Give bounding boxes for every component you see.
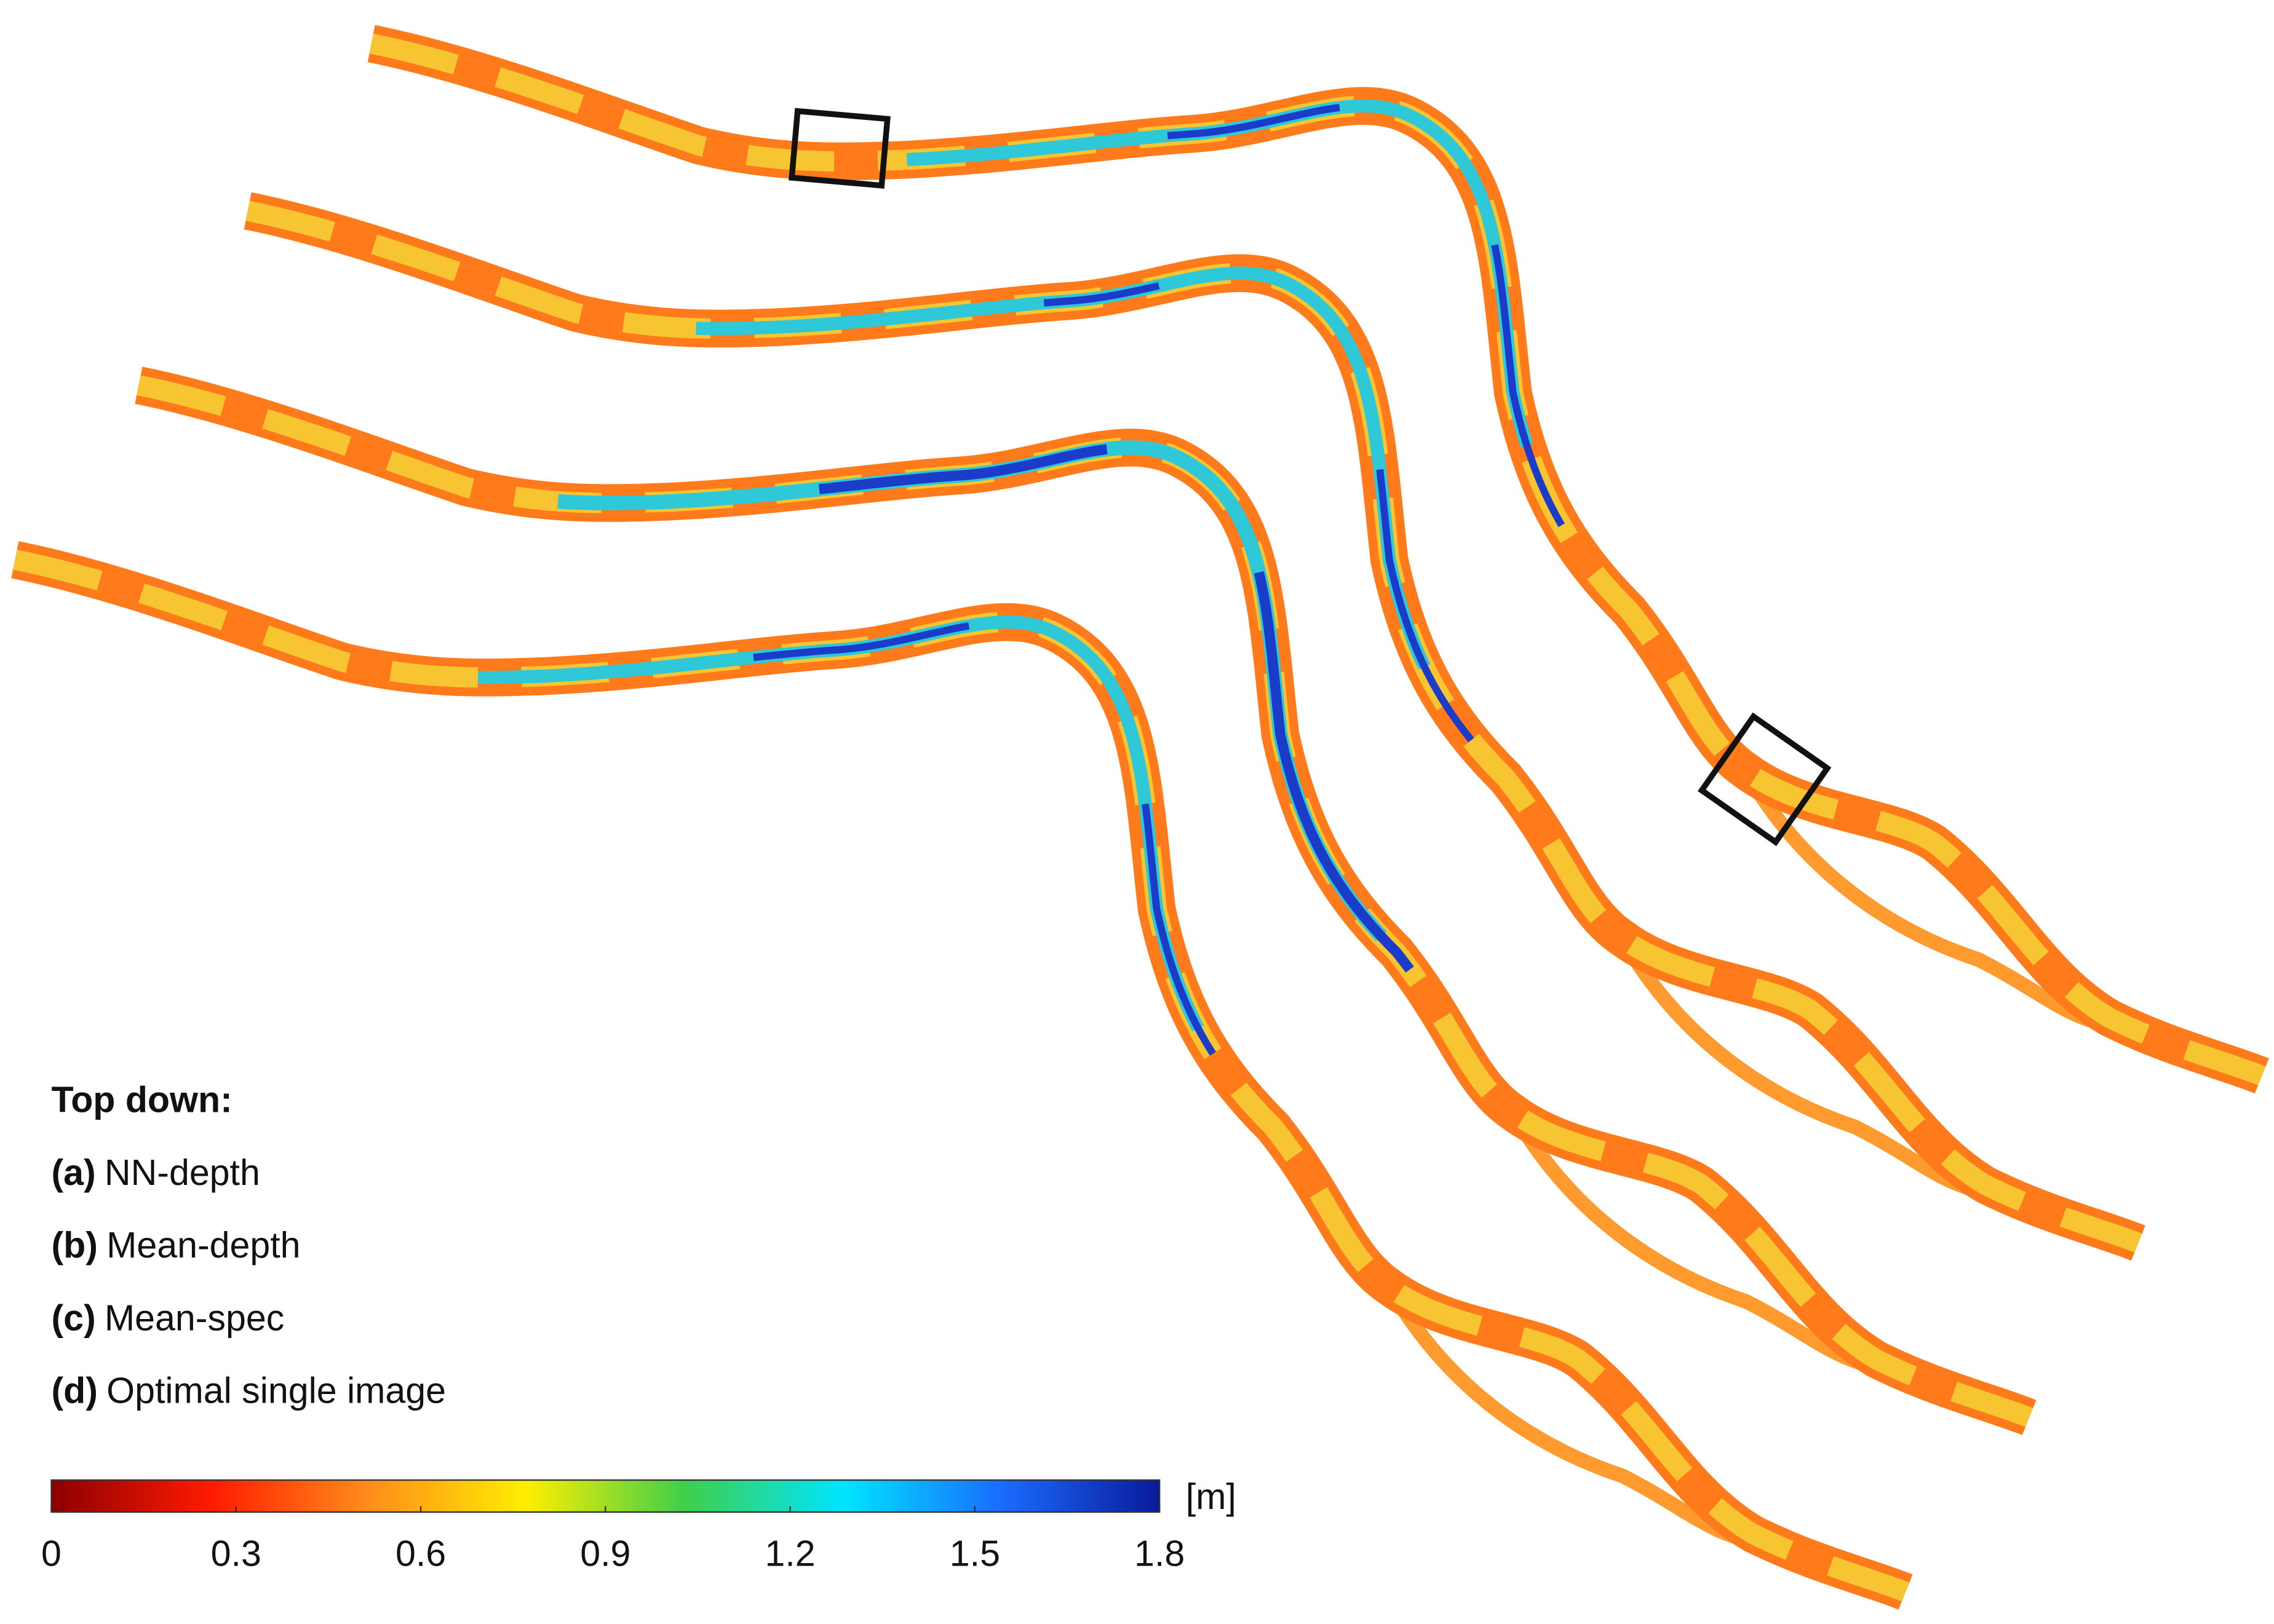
river-body bbox=[372, 44, 2262, 1076]
colorbar: [m] 0 0.3 0.6 0.9 1.2 1.5 1.8 bbox=[41, 1476, 1236, 1574]
tick-label: 0.6 bbox=[396, 1532, 446, 1574]
river-b bbox=[248, 211, 2139, 1243]
river-c bbox=[138, 386, 2029, 1418]
river-a bbox=[372, 44, 2262, 1076]
legend-item: (c) Mean-spec bbox=[51, 1297, 284, 1338]
tick-label: 0.9 bbox=[580, 1532, 630, 1574]
river-body bbox=[15, 560, 1906, 1592]
tick-label: 1.5 bbox=[950, 1532, 1000, 1574]
tick-label: 0 bbox=[41, 1532, 62, 1574]
river-shallow bbox=[15, 560, 1906, 1592]
river-d bbox=[15, 560, 1906, 1592]
legend-label: (a) bbox=[51, 1152, 95, 1193]
river-deep bbox=[248, 211, 2139, 1243]
legend-text: Optimal single image bbox=[106, 1370, 446, 1411]
legend: Top down: (a) NN-depth(b) Mean-depth(c) Mea… bbox=[51, 1079, 445, 1411]
river-deep bbox=[372, 44, 2262, 1076]
river-deepest bbox=[372, 44, 2262, 1076]
legend-label: (d) bbox=[51, 1370, 97, 1411]
river-body bbox=[138, 386, 2029, 1418]
zoom-box bbox=[1698, 712, 1832, 846]
river-shallow bbox=[248, 211, 2139, 1243]
river-body bbox=[248, 211, 2139, 1243]
legend-label: (c) bbox=[51, 1297, 95, 1338]
zoom-box bbox=[789, 108, 891, 189]
legend-text: NN-depth bbox=[105, 1152, 260, 1193]
tick-label: 1.8 bbox=[1134, 1532, 1185, 1574]
river-shallow bbox=[138, 386, 2029, 1418]
river-shallow bbox=[372, 44, 2262, 1076]
river-deep bbox=[15, 560, 1906, 1592]
river-deepest bbox=[248, 211, 2139, 1243]
tick-label: 1.2 bbox=[765, 1532, 816, 1574]
legend-label: (b) bbox=[51, 1224, 97, 1266]
river-deep bbox=[138, 386, 2029, 1418]
rivers bbox=[15, 44, 2262, 1592]
river-deepest bbox=[138, 386, 2029, 1418]
legend-title: Top down: bbox=[51, 1079, 232, 1120]
tick-label: 0.3 bbox=[211, 1532, 261, 1574]
colorbar-unit: [m] bbox=[1186, 1476, 1236, 1517]
legend-item: (a) NN-depth bbox=[51, 1152, 260, 1193]
legend-text: Mean-spec bbox=[105, 1297, 284, 1338]
legend-item: (b) Mean-depth bbox=[51, 1224, 300, 1266]
river-deepest bbox=[15, 560, 1906, 1592]
legend-items: (a) NN-depth(b) Mean-depth(c) Mean-spec(d) O… bbox=[51, 1152, 445, 1411]
legend-text: Mean-depth bbox=[106, 1224, 300, 1266]
legend-item: (d) Optimal single image bbox=[51, 1370, 445, 1411]
